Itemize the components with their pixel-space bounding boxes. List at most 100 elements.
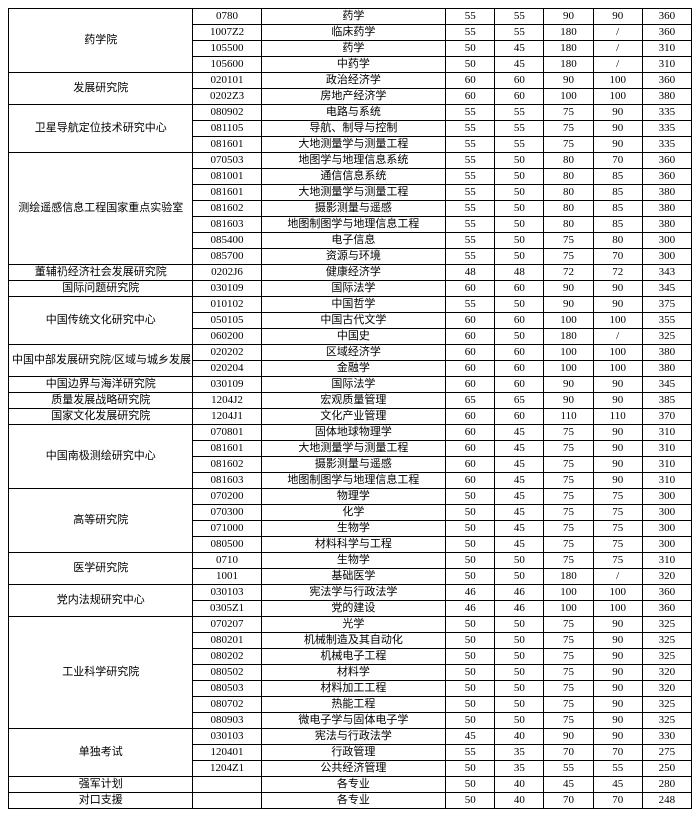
score-cell: 50 bbox=[495, 665, 544, 681]
table-row: 党内法规研究中心030103宪法学与行政法学4646100100360 bbox=[9, 585, 692, 601]
score-cell: 100 bbox=[593, 585, 642, 601]
score-cell: 55 bbox=[593, 761, 642, 777]
score-cell: 75 bbox=[544, 665, 593, 681]
score-cell: 45 bbox=[495, 57, 544, 73]
major-cell: 机械电子工程 bbox=[261, 649, 445, 665]
major-cell: 金融学 bbox=[261, 361, 445, 377]
score-cell: 180 bbox=[544, 329, 593, 345]
code-cell: 1007Z2 bbox=[193, 25, 261, 41]
score-cell: 50 bbox=[446, 649, 495, 665]
score-cell: 90 bbox=[593, 105, 642, 121]
score-cell: 310 bbox=[642, 553, 691, 569]
score-cell: 90 bbox=[544, 393, 593, 409]
score-cell: 75 bbox=[544, 633, 593, 649]
score-cell: 100 bbox=[593, 361, 642, 377]
dept-cell: 药学院 bbox=[9, 9, 193, 73]
code-cell: 030109 bbox=[193, 281, 261, 297]
score-cell: 310 bbox=[642, 57, 691, 73]
code-cell: 1001 bbox=[193, 569, 261, 585]
score-cell: 45 bbox=[593, 777, 642, 793]
score-cell: 75 bbox=[544, 425, 593, 441]
score-cell: 380 bbox=[642, 217, 691, 233]
code-cell: 0780 bbox=[193, 9, 261, 25]
score-cell: 90 bbox=[544, 281, 593, 297]
table-row: 单独考试030103宪法与行政法学45409090330 bbox=[9, 729, 692, 745]
major-cell: 各专业 bbox=[261, 793, 445, 809]
score-cell: 100 bbox=[593, 345, 642, 361]
table-row: 质量发展战略研究院1204J2宏观质量管理65659090385 bbox=[9, 393, 692, 409]
score-cell: 75 bbox=[593, 505, 642, 521]
major-cell: 国际法学 bbox=[261, 281, 445, 297]
major-cell: 地图学与地理信息系统 bbox=[261, 153, 445, 169]
major-cell: 固体地球物理学 bbox=[261, 425, 445, 441]
score-cell: 90 bbox=[544, 729, 593, 745]
major-cell: 宪法学与行政法学 bbox=[261, 585, 445, 601]
score-cell: 300 bbox=[642, 249, 691, 265]
score-cell: 60 bbox=[495, 313, 544, 329]
score-cell: 90 bbox=[593, 9, 642, 25]
code-cell: 081602 bbox=[193, 201, 261, 217]
score-cell: 45 bbox=[446, 729, 495, 745]
score-cell: 75 bbox=[544, 617, 593, 633]
score-cell: 100 bbox=[593, 73, 642, 89]
score-cell: 46 bbox=[446, 601, 495, 617]
major-cell: 大地测量学与测量工程 bbox=[261, 441, 445, 457]
score-cell: 90 bbox=[593, 137, 642, 153]
score-cell: 50 bbox=[495, 569, 544, 585]
score-cell: 380 bbox=[642, 185, 691, 201]
score-cell: 300 bbox=[642, 489, 691, 505]
score-cell: 50 bbox=[495, 217, 544, 233]
major-cell: 电路与系统 bbox=[261, 105, 445, 121]
score-cell: 310 bbox=[642, 473, 691, 489]
score-cell: 90 bbox=[593, 377, 642, 393]
score-cell: 50 bbox=[446, 553, 495, 569]
score-cell: 60 bbox=[446, 329, 495, 345]
table-row: 强军计划各专业50404545280 bbox=[9, 777, 692, 793]
score-cell: 90 bbox=[593, 633, 642, 649]
major-cell: 通信信息系统 bbox=[261, 169, 445, 185]
score-cell: 40 bbox=[495, 793, 544, 809]
dept-cell: 医学研究院 bbox=[9, 553, 193, 585]
score-cell: 60 bbox=[446, 377, 495, 393]
score-cell: 50 bbox=[446, 569, 495, 585]
major-cell: 资源与环境 bbox=[261, 249, 445, 265]
score-cell: 46 bbox=[495, 601, 544, 617]
score-cell: 343 bbox=[642, 265, 691, 281]
score-cell: 100 bbox=[593, 89, 642, 105]
table-row: 国家文化发展研究院1204J1文化产业管理6060110110370 bbox=[9, 409, 692, 425]
score-cell: 300 bbox=[642, 505, 691, 521]
score-cell: 80 bbox=[544, 217, 593, 233]
table-row: 中国南极测绘研究中心070801固体地球物理学60457590310 bbox=[9, 425, 692, 441]
score-cell: / bbox=[593, 25, 642, 41]
code-cell: 071000 bbox=[193, 521, 261, 537]
score-cell: 40 bbox=[495, 729, 544, 745]
dept-cell: 单独考试 bbox=[9, 729, 193, 777]
table-row: 董辅礽经济社会发展研究院0202J6健康经济学48487272343 bbox=[9, 265, 692, 281]
major-cell: 区域经济学 bbox=[261, 345, 445, 361]
score-cell: 50 bbox=[446, 713, 495, 729]
code-cell bbox=[193, 793, 261, 809]
score-cell: 320 bbox=[642, 569, 691, 585]
code-cell: 060200 bbox=[193, 329, 261, 345]
major-cell: 文化产业管理 bbox=[261, 409, 445, 425]
code-cell: 080702 bbox=[193, 697, 261, 713]
score-cell: 300 bbox=[642, 521, 691, 537]
score-cell: 60 bbox=[495, 345, 544, 361]
major-cell: 地图制图学与地理信息工程 bbox=[261, 473, 445, 489]
major-cell: 房地产经济学 bbox=[261, 89, 445, 105]
code-cell: 080202 bbox=[193, 649, 261, 665]
code-cell: 070503 bbox=[193, 153, 261, 169]
score-cell: 70 bbox=[544, 745, 593, 761]
score-cell: 75 bbox=[593, 521, 642, 537]
score-cell: 345 bbox=[642, 281, 691, 297]
table-row: 卫星导航定位技术研究中心080902电路与系统55557590335 bbox=[9, 105, 692, 121]
major-cell: 各专业 bbox=[261, 777, 445, 793]
score-cell: 90 bbox=[593, 441, 642, 457]
score-cell: 45 bbox=[495, 505, 544, 521]
major-cell: 材料科学与工程 bbox=[261, 537, 445, 553]
score-cell: 45 bbox=[544, 777, 593, 793]
score-cell: 275 bbox=[642, 745, 691, 761]
score-cell: 45 bbox=[495, 457, 544, 473]
score-cell: 60 bbox=[446, 361, 495, 377]
score-cell: 380 bbox=[642, 361, 691, 377]
